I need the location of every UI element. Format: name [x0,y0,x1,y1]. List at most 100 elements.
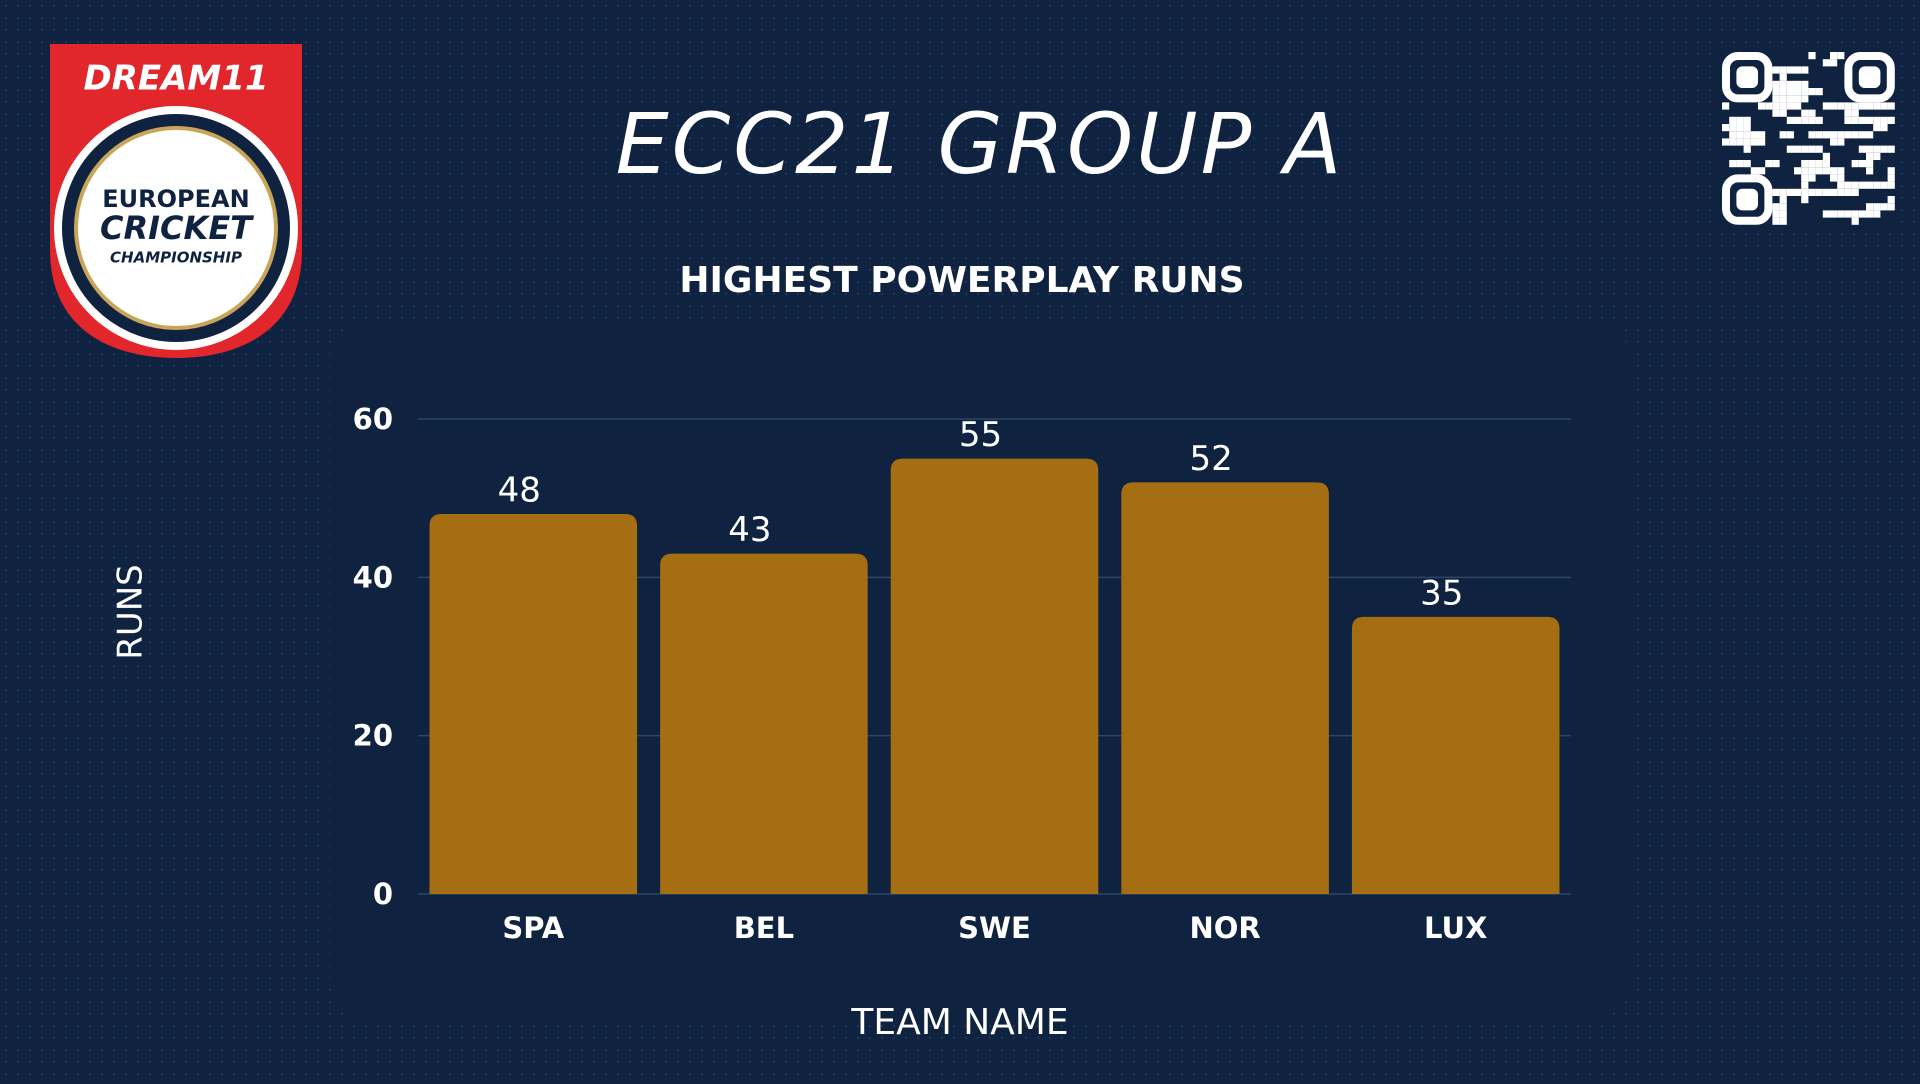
qr-cell [1808,174,1816,182]
qr-cell [1851,102,1859,110]
qr-cell [1822,59,1830,67]
qr-cell [1808,88,1816,96]
qr-cell [1837,131,1845,139]
qr-cell [1851,131,1859,139]
qr-cell [1801,95,1809,103]
qr-cell [1837,138,1845,146]
x-tick-label: LUX [1424,911,1487,945]
x-tick-label: SPA [502,911,564,945]
qr-cell [1887,203,1895,211]
qr-cell [1880,124,1888,132]
qr-cell [1801,80,1809,88]
value-label: 35 [1420,573,1463,613]
qr-cell [1750,138,1758,146]
value-label: 52 [1189,439,1232,479]
qr-cell [1815,88,1823,96]
qr-cell [1866,152,1874,160]
qr-cell [1808,52,1816,60]
qr-cell [1743,124,1751,132]
qr-cell [1722,102,1730,110]
qr-cell [1858,160,1866,168]
qr-cell [1729,124,1737,132]
qr-cell [1786,145,1794,153]
qr-cell [1772,217,1780,225]
qr-cell [1880,181,1888,189]
qr-cell [1743,131,1751,139]
qr-cell [1786,80,1794,88]
bar [660,553,868,894]
qr-cell [1772,66,1780,74]
qr-cell [1801,160,1809,168]
value-label: 43 [728,510,771,550]
qr-cell [1801,145,1809,153]
qr-cell [1830,102,1838,110]
qr-cell [1837,167,1845,175]
qr-cell [1772,102,1780,110]
qr-cell [1815,167,1823,175]
qr-cell [1851,160,1859,168]
qr-cell [1743,116,1751,124]
logo-text: EUROPEAN [102,185,249,213]
qr-cell [1758,131,1766,139]
qr-cell [1822,167,1830,175]
qr-cell [1858,181,1866,189]
value-label: 55 [959,415,1002,455]
qr-cell [1786,116,1794,124]
qr-cell [1830,188,1838,196]
qr-cell [1844,181,1852,189]
y-tick-label: 20 [353,719,393,753]
x-axis-label: TEAM NAME [850,1002,1068,1043]
qr-cell [1844,188,1852,196]
y-tick-label: 0 [373,877,393,911]
qr-cell [1743,160,1751,168]
qr-cell [1837,188,1845,196]
qr-cell [1830,210,1838,218]
qr-cell [1736,116,1744,124]
value-label: 48 [498,471,541,511]
qr-cell [1743,138,1751,146]
logo: DREAM11 EUROPEAN CRICKET CHAMPIONSHIP [50,44,302,358]
qr-cell [1772,109,1780,117]
bar [1351,616,1560,894]
qr-cell [1779,80,1787,88]
qr-cell [1830,59,1838,67]
qr-cell [1866,145,1874,153]
qr-code [1718,48,1899,229]
qr-cell [1801,66,1809,74]
qr-cell [1844,116,1852,124]
qr-cell [1880,102,1888,110]
qr-cell [1866,160,1874,168]
qr-cell [1873,145,1881,153]
qr-cell [1758,102,1766,110]
qr-cell [1887,102,1895,110]
qr-cell [1779,109,1787,117]
qr-cell [1779,203,1787,211]
qr-cell [1722,138,1730,146]
x-tick-label: NOR [1189,911,1260,945]
qr-cell [1801,174,1809,182]
qr-cell [1786,102,1794,110]
qr-cell [1743,145,1751,153]
qr-cell [1830,131,1838,139]
qr-cell [1822,131,1830,139]
qr-cell [1837,181,1845,189]
qr-cell [1772,80,1780,88]
qr-cell [1844,109,1852,117]
qr-cell [1808,109,1816,117]
logo-text: CRICKET [100,209,254,247]
qr-cell [1851,217,1859,225]
qr-cell [1801,196,1809,204]
qr-cell [1822,152,1830,160]
y-tick-label: 40 [353,560,393,594]
qr-cell [1779,73,1787,81]
qr-cell [1801,181,1809,189]
qr-cell [1887,145,1895,153]
qr-cell [1873,181,1881,189]
qr-cell [1830,52,1838,60]
qr-cell [1822,210,1830,218]
qr-cell [1858,116,1866,124]
qr-cell [1765,102,1773,110]
qr-cell [1873,203,1881,211]
qr-finder [1722,52,1773,103]
qr-cell [1866,131,1874,139]
